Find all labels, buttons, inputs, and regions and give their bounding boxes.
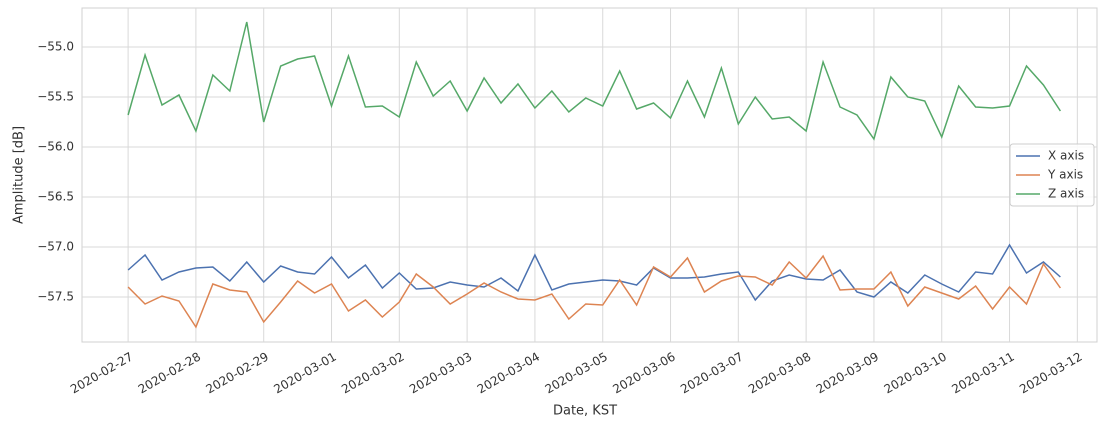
data-line bbox=[127, 243, 1061, 302]
x-tick-label: 2020-03-04 bbox=[475, 350, 542, 397]
x-tick-label: 2020-03-12 bbox=[1017, 350, 1084, 397]
x-tick-label: 2020-03-01 bbox=[271, 350, 338, 397]
y-tick-label: −57.5 bbox=[37, 290, 74, 304]
legend-box bbox=[1009, 143, 1095, 207]
data-line bbox=[127, 254, 1062, 329]
x-tick-label: 2020-02-29 bbox=[204, 350, 271, 397]
data-line bbox=[127, 21, 1062, 141]
x-tick-label: 2020-03-07 bbox=[678, 350, 745, 397]
x-tick-label: 2020-03-05 bbox=[543, 350, 610, 397]
y-tick-label: −56.5 bbox=[37, 190, 74, 204]
plot-area bbox=[81, 7, 1098, 343]
x-axis-label: Date, KST bbox=[553, 404, 617, 419]
x-tick-label: 2020-03-08 bbox=[746, 350, 813, 397]
x-tick-label: 2020-02-27 bbox=[68, 350, 135, 397]
x-tick-label: 2020-03-03 bbox=[407, 350, 474, 397]
y-tick-label: −55.0 bbox=[37, 40, 74, 54]
x-tick-label: 2020-02-28 bbox=[136, 350, 203, 397]
x-tick-label: 2020-03-06 bbox=[610, 350, 677, 397]
legend-label: X axis bbox=[1048, 149, 1084, 163]
x-tick-label: 2020-03-09 bbox=[814, 350, 881, 397]
x-tick-label: 2020-03-10 bbox=[882, 350, 949, 397]
legend-label: Y axis bbox=[1047, 168, 1083, 182]
y-tick-label: −55.5 bbox=[37, 90, 74, 104]
y-tick-label: −56.0 bbox=[37, 140, 74, 154]
x-tick-label: 2020-03-11 bbox=[949, 350, 1016, 397]
x-tick-label: 2020-03-02 bbox=[339, 350, 406, 397]
y-tick-label: −57.0 bbox=[37, 240, 74, 254]
legend-label: Z axis bbox=[1048, 187, 1084, 201]
y-axis-label: Amplitude [dB] bbox=[12, 126, 27, 224]
